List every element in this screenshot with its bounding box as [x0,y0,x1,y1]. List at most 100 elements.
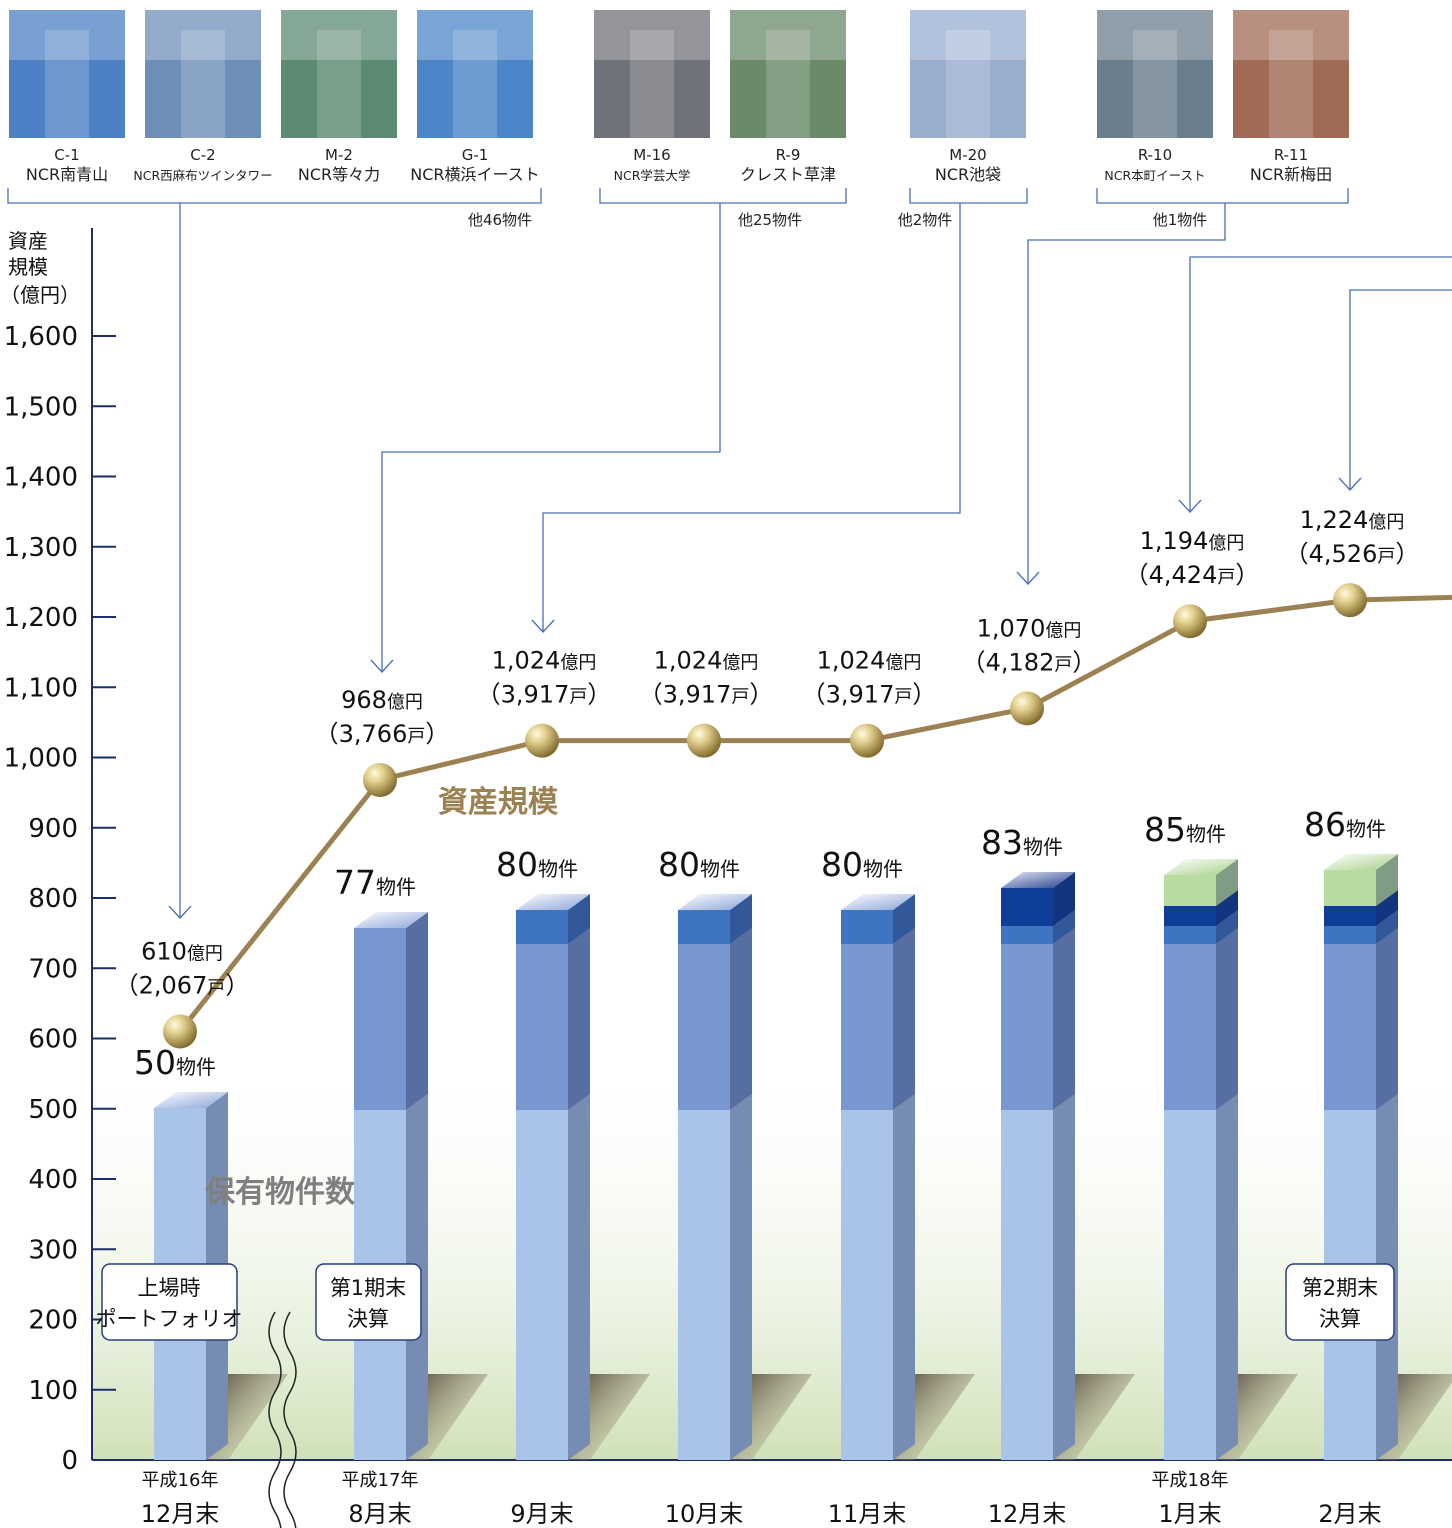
photo-image [910,10,1026,138]
property-count-bar: 80物件 [496,845,650,1460]
photo-sky [1097,10,1213,60]
photo-image [594,10,710,138]
bar-segment-side-shade [406,912,428,1110]
bar-segment-front [678,944,730,1110]
building-icon [45,30,89,138]
photo-sky [145,10,261,60]
property-photo: R-10 NCR本町イースト [1097,10,1213,183]
bar-segment-front [678,910,730,944]
property-count-bar: 80物件 [821,845,975,1460]
asset-value-label: 1,024億円 [492,647,597,675]
arrow-down-icon [1338,477,1362,491]
photo-image [1233,10,1349,138]
y-tick-label: 1,600 [4,322,78,352]
bar-top [154,1092,228,1108]
building-icon [317,30,361,138]
bar-segment-side [1216,1094,1238,1460]
bar-segment-side [893,1094,915,1460]
bar-segment-side [1376,890,1398,926]
asset-value-label: 1,224億円 [1300,506,1405,534]
photo-image [281,10,397,138]
asset-point [1010,691,1044,726]
photo-image [145,10,261,138]
photo-code: G-1 [462,146,489,164]
bar-segment-side [1216,910,1238,944]
property-count-bars: 50物件 77物件 80物件 80物件 80物件 83物件 85物件 86物件 [134,805,1452,1460]
y-tick-label: 1,500 [4,392,78,422]
group-bracket [909,188,1028,204]
bar-segment-front [1164,1110,1216,1460]
callout-period1-line1: 第1期末 [330,1276,406,1300]
building-icon [946,30,990,138]
group-bracket [599,188,847,204]
bar-segment-side-shade [1053,928,1075,1110]
x-label-month: 12月末 [988,1500,1067,1528]
group-bracket [1096,188,1349,204]
bar-segment-front [354,928,406,1110]
bar-segment-side-shade [1376,910,1398,944]
bar-segment-side-shade [1216,890,1238,926]
photo-sky [281,10,397,60]
bar-segment-side [1376,910,1398,944]
bar-segment-side [730,1094,752,1460]
building-icon [1269,30,1313,138]
bar-segment-front [1324,944,1376,1110]
bar-top [516,894,590,910]
y-tick-label: 500 [28,1095,78,1125]
bar-segment-side [1216,859,1238,906]
photo-name: NCR学芸大学 [614,168,691,183]
y-tick-label: 600 [28,1025,78,1055]
x-axis-labels: 平成16年 12月末 平成17年 8月末 9月末 10月末 11月末 12月末 平成18年 1月末… [141,1470,1382,1528]
bar-segment-side [893,928,915,1110]
property-count-label: 83物件 [981,823,1063,862]
photo-name: NCR南青山 [26,165,108,184]
photo-image [1097,10,1213,138]
photo-sky [417,10,533,60]
photo-name: NCR西麻布ツインタワー [133,168,272,183]
asset-point [1333,583,1367,618]
x-label-year: 平成17年 [342,1470,419,1491]
bar-segment-front [1164,944,1216,1110]
bar-segment-side [1053,910,1075,944]
bar-segment-side-shade [1376,928,1398,1110]
x-label-month: 11月末 [828,1500,907,1528]
property-photo: M-16 NCR学芸大学 [594,10,710,183]
bar-segment-front [516,1110,568,1460]
group-others-label: 他25物件 [738,211,802,229]
bar-segment-side [730,894,752,944]
asset-value-label: 1,024億円 [817,647,922,675]
bar-segment-side [1216,928,1238,1110]
bar-segment-side-shade [568,894,590,944]
y-tick-label: 1,400 [4,463,78,493]
bar-segment-side [893,894,915,944]
bar-segment-side-shade [730,928,752,1110]
x-label-month: 12月末 [141,1500,220,1528]
property-photo: C-2 NCR西麻布ツインタワー [133,10,273,183]
bar-segment-side [568,894,590,944]
household-label: （3,917戸） [639,681,774,709]
bar-segment-side-shade [1216,1094,1238,1460]
bar-top [1164,859,1238,875]
asset-value-label: 1,194億円 [1140,527,1245,555]
bar-segment-side [1376,854,1398,906]
asset-value-label: 968億円 [341,686,423,714]
group-bracket [7,188,542,204]
bar-segment-front [1001,926,1053,944]
building-icon [453,30,497,138]
bar-segment-front [1001,888,1053,926]
callout-period2-line1: 第2期末 [1302,1276,1378,1300]
series-label-asset: 資産規模 [438,785,558,820]
y-tick-label: 1,300 [4,533,78,563]
y-tick-label: 1,200 [4,603,78,633]
property-count-label: 80物件 [658,845,740,884]
photo-image [9,10,125,138]
photo-code: M-2 [325,146,353,164]
asset-point [850,723,884,758]
x-label-month: 9月末 [510,1500,573,1528]
bar-segment-front [1324,926,1376,944]
bar-segment-front [1164,906,1216,926]
bar-segment-side-shade [568,1094,590,1460]
photo-code: C-1 [54,146,79,164]
